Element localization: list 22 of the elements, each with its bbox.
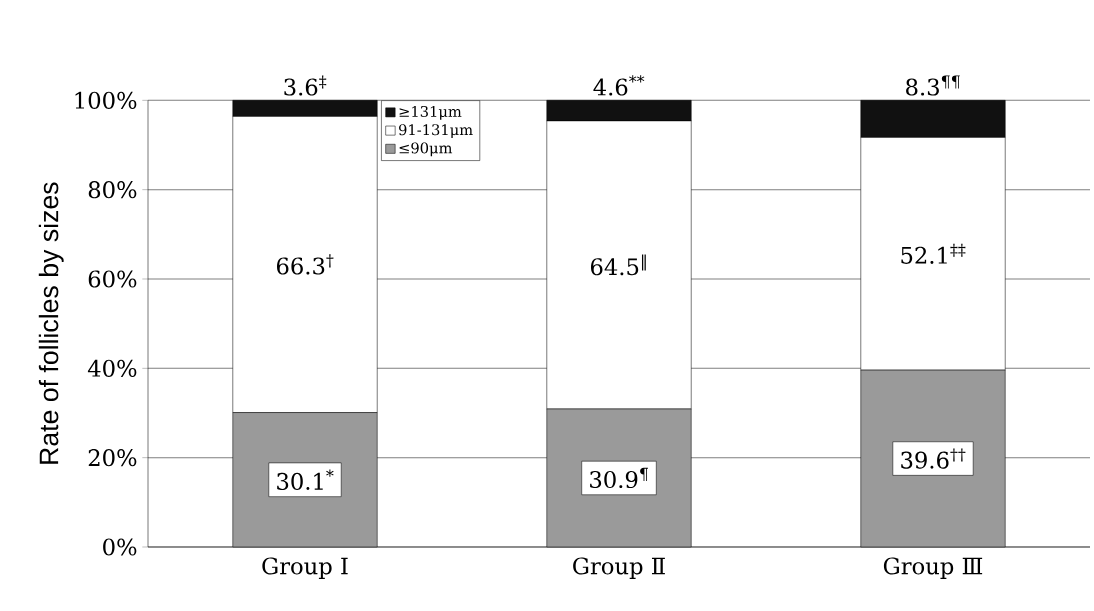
- x-tick-label: Group Ⅲ: [883, 557, 983, 579]
- data-label: 30.9$^{¶}$: [590, 467, 648, 489]
- data-label: 39.6$^{††}$: [901, 448, 966, 469]
- data-label: 52.1$^{‡‡}$: [901, 243, 966, 264]
- legend-label: 91-131μm: [399, 124, 473, 139]
- data-label: 64.5$^{‖}$: [591, 254, 646, 276]
- y-axis-title: Rate of follicles by sizes: [38, 182, 64, 464]
- legend-label: ≥131μm: [399, 105, 462, 120]
- y-tick-label: 0%: [103, 538, 137, 556]
- y-tick-label: 100%: [75, 91, 137, 109]
- data-label: 8.3$^{¶¶}$: [906, 75, 960, 96]
- data-label: 3.6$^{‡}$: [284, 75, 327, 96]
- x-tick-label: Group Ⅱ: [573, 557, 665, 579]
- y-tick-label: 80%: [88, 181, 137, 199]
- y-tick-label: 60%: [88, 270, 137, 288]
- y-tick-label: 20%: [88, 449, 137, 467]
- data-label: 4.6$^{**}$: [593, 75, 645, 96]
- x-tick-label: Group Ⅰ: [262, 557, 348, 579]
- data-label: 66.3$^{†}$: [277, 254, 334, 275]
- y-tick-label: 40%: [87, 359, 137, 377]
- data-label: 30.1$^{*}$: [277, 469, 334, 490]
- legend-label: ≤90μm: [399, 142, 453, 157]
